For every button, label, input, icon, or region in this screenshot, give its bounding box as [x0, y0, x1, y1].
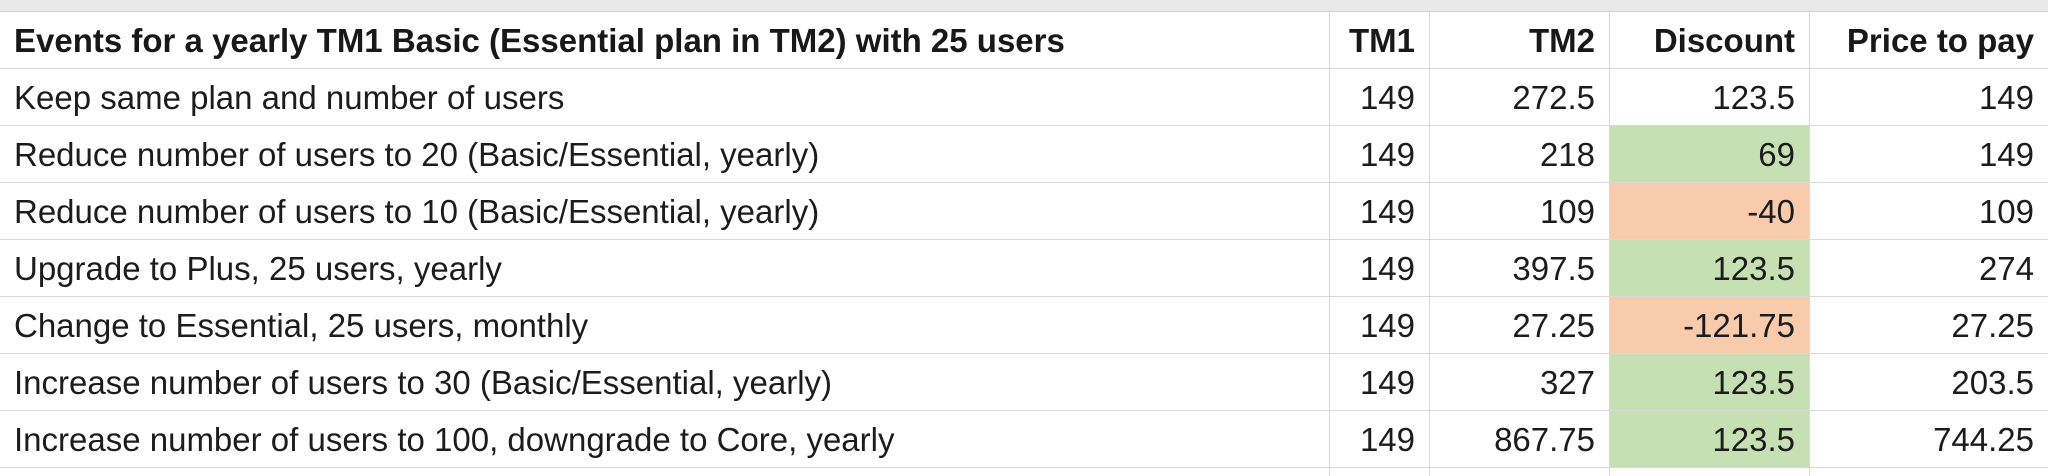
- tm2-cell[interactable]: 867.75: [1430, 411, 1610, 467]
- top-strip: [0, 0, 2048, 12]
- tm1-cell[interactable]: 149: [1330, 183, 1430, 239]
- empty-cell: [0, 468, 1330, 476]
- table-row: Reduce number of users to 10 (Basic/Esse…: [0, 183, 2048, 240]
- event-cell[interactable]: Increase number of users to 30 (Basic/Es…: [0, 354, 1330, 410]
- event-cell[interactable]: Reduce number of users to 20 (Basic/Esse…: [0, 126, 1330, 182]
- empty-cell: [1430, 468, 1610, 476]
- discount-cell[interactable]: 69: [1610, 126, 1810, 182]
- discount-cell[interactable]: -40: [1610, 183, 1810, 239]
- event-cell[interactable]: Change to Essential, 25 users, monthly: [0, 297, 1330, 353]
- price-cell[interactable]: 149: [1978, 135, 2034, 173]
- tm2-cell[interactable]: 327: [1430, 354, 1610, 410]
- tm2-cell[interactable]: 272.5: [1430, 69, 1610, 125]
- tm2-cell[interactable]: 218: [1430, 126, 1610, 182]
- price-cell[interactable]: 744.25: [1933, 420, 2034, 458]
- column-header-tm2[interactable]: TM2: [1430, 12, 1610, 68]
- tm1-cell[interactable]: 149: [1330, 240, 1430, 296]
- tm1-cell[interactable]: 149: [1330, 411, 1430, 467]
- table-row: Increase number of users to 100, downgra…: [0, 411, 2048, 468]
- price-cell[interactable]: 274: [1978, 249, 2034, 287]
- empty-cell: [1810, 468, 2048, 476]
- header-row: Events for a yearly TM1 Basic (Essential…: [0, 12, 2048, 69]
- column-header-tm1[interactable]: TM1: [1330, 12, 1430, 68]
- discount-cell[interactable]: 123.5: [1610, 354, 1810, 410]
- column-header-discount[interactable]: Discount: [1610, 12, 1810, 68]
- tm2-cell[interactable]: 109: [1430, 183, 1610, 239]
- tm2-cell[interactable]: 27.25: [1430, 297, 1610, 353]
- table-row: Change to Essential, 25 users, monthly 1…: [0, 297, 2048, 354]
- discount-cell[interactable]: 123.5: [1610, 411, 1810, 467]
- empty-cell: [1610, 468, 1810, 476]
- price-cell[interactable]: 149: [1978, 78, 2034, 116]
- tm1-cell[interactable]: 149: [1330, 126, 1430, 182]
- tm2-cell[interactable]: 397.5: [1430, 240, 1610, 296]
- tm1-cell[interactable]: 149: [1330, 297, 1430, 353]
- table-row: Upgrade to Plus, 25 users, yearly 149 39…: [0, 240, 2048, 297]
- tm1-cell[interactable]: 149: [1330, 69, 1430, 125]
- event-cell[interactable]: Upgrade to Plus, 25 users, yearly: [0, 240, 1330, 296]
- event-cell[interactable]: Increase number of users to 100, downgra…: [0, 411, 1330, 467]
- discount-cell[interactable]: 123.5: [1610, 69, 1810, 125]
- tm1-cell[interactable]: 149: [1330, 354, 1430, 410]
- discount-cell[interactable]: 123.5: [1610, 240, 1810, 296]
- empty-cell: [1330, 468, 1430, 476]
- price-cell[interactable]: 109: [1978, 192, 2034, 230]
- event-cell[interactable]: Reduce number of users to 10 (Basic/Esse…: [0, 183, 1330, 239]
- column-header-events[interactable]: Events for a yearly TM1 Basic (Essential…: [0, 12, 1330, 68]
- price-cell[interactable]: 203.5: [1951, 363, 2034, 401]
- discount-cell[interactable]: -121.75: [1610, 297, 1810, 353]
- table-row: Reduce number of users to 20 (Basic/Esse…: [0, 126, 2048, 183]
- bottom-partial-row: [0, 468, 2048, 476]
- table-row: Increase number of users to 30 (Basic/Es…: [0, 354, 2048, 411]
- price-cell[interactable]: 27.25: [1951, 306, 2034, 344]
- table-row: Keep same plan and number of users 149 2…: [0, 69, 2048, 126]
- column-header-price[interactable]: Price to pay: [1846, 21, 2034, 59]
- event-cell[interactable]: Keep same plan and number of users: [0, 69, 1330, 125]
